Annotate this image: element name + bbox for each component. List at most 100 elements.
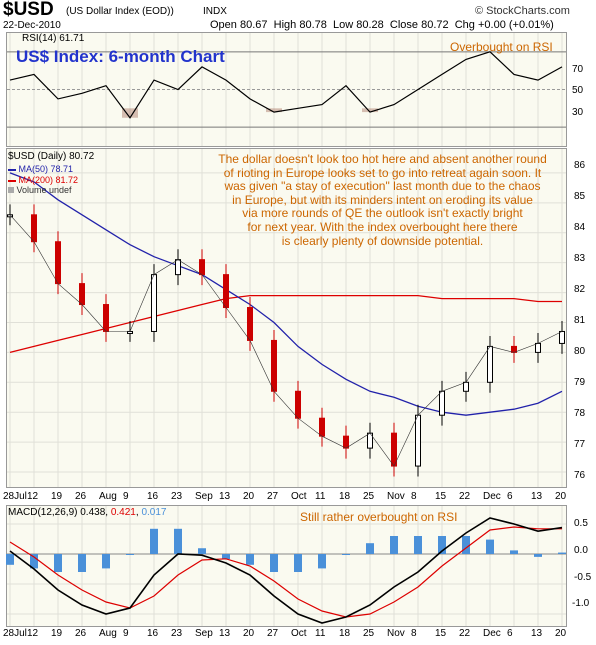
price-candle [463,381,469,392]
x-axis-label: 26 [75,628,87,639]
high-label: High [273,19,297,31]
price-tick: 84 [574,222,586,233]
annotation-line: of rioting in Europe looks set to go int… [223,165,542,180]
annotation-line: is clearly plenty of downside potential. [281,233,484,248]
x-axis-label: 6 [507,628,513,639]
price-candle [535,342,541,353]
price-legend-title: $USD (Daily) 80.72 [8,151,95,162]
macd-histogram-bar [126,554,134,555]
macd-tick: 0.0 [574,545,588,556]
macd-histogram-bar [438,536,446,554]
annotation-line: was given "a stay of execution" last mon… [224,179,541,194]
macd-histogram-bar [174,528,182,554]
ma200-label: MA(200) 81.72 [18,175,79,185]
date: 22-Dec-2010 [3,20,61,31]
x-axis-label: 25 [363,628,375,639]
x-axis-label: 15 [435,628,447,639]
x-axis-label: 28Jul [3,491,27,502]
x-axis-label: 9 [123,628,129,639]
ma50-label: MA(50) 78.71 [18,164,74,174]
x-axis-label: Nov [387,491,405,502]
x-axis-label: 12 [27,628,39,639]
rsi-tick-30: 30 [572,107,584,118]
x-axis-label: Aug [99,491,117,502]
x-axis-label: 16 [147,628,159,639]
annotation-line: The dollar doesn't look too hot here and… [218,152,547,166]
price-candle [199,259,205,276]
macd-v1: 0.438 [80,507,106,518]
price-tick: 82 [574,284,586,295]
ma200-legend: MA(200) 81.72 [8,175,78,185]
chg-value: +0.00 (+0.01%) [477,19,554,31]
price-panel [6,148,567,488]
high-value: 80.78 [299,19,327,31]
x-axis-label: 27 [267,628,279,639]
x-axis-label: 23 [171,491,183,502]
macd-signal-line [9,526,562,618]
ma200-swatch [8,179,16,182]
x-axis-label: 8 [411,628,417,639]
price-candle [319,417,325,437]
x-axis-label: 20 [555,628,567,639]
price-tick: 80 [574,346,586,357]
x-axis-label: 8 [411,491,417,502]
x-axis-label: 13 [219,628,231,639]
macd-v2: 0.421 [110,507,136,518]
x-axis-label: Oct [291,491,307,502]
macd-histogram-bar [30,554,38,569]
x-axis-label: Aug [99,628,117,639]
macd-histogram-bar [78,554,86,572]
price-candle [559,330,565,344]
x-axis-label: 20 [243,491,255,502]
macd-histogram-bar [534,554,542,557]
price-tick: 77 [574,439,586,450]
macd-note: Still rather overbought on RSI [300,510,458,524]
price-candle [247,307,253,341]
x-axis-label: 22 [459,491,471,502]
macd-panel [6,505,567,627]
quote-line: Open 80.67 High 80.78 Low 80.28 Close 80… [210,19,554,31]
macd-histogram-bar [294,554,302,572]
price-candle [343,435,349,449]
x-axis-label: 13 [219,491,231,502]
annotation-line: via more rounds of QE the outlook isn't … [242,206,523,221]
x-axis-label: 6 [507,491,513,502]
rsi-oversold-fill [122,108,138,118]
x-axis-label: Sep [195,491,213,502]
price-candle [271,339,277,392]
x-axis-label: 11 [315,491,326,502]
x-axis-label: 13 [531,628,543,639]
chart-title: US$ Index: 6-month Chart [16,47,225,66]
x-axis-label: 9 [123,491,129,502]
macd-histogram-bar [6,554,14,565]
annotation-line: for next year. With the index overbought… [247,219,518,234]
low-label: Low [332,19,354,31]
x-axis-label: 13 [531,491,543,502]
macd-histogram-bar [54,554,62,572]
price-candle [103,304,109,332]
price-tick: 86 [574,160,586,171]
volume-legend: Volume undef [8,185,72,195]
macd-line [9,517,563,624]
price-tick: 79 [574,377,586,388]
macd-histogram-bar [222,554,230,560]
macd-legend: MACD(12,26,9) 0.438, 0.421, 0.017 [8,507,167,518]
x-axis-label: 22 [459,628,471,639]
price-candle [223,274,229,309]
price-candle [151,274,157,332]
copyright: © StockCharts.com [475,5,570,17]
price-close-line [9,214,563,467]
price-candle [487,345,493,383]
macd-histogram-bar [150,528,158,554]
rsi-note: Overbought on RSI [450,40,553,54]
annotation-line: in Europe, but with its minders intent o… [232,192,533,207]
symbol: $USD [3,0,54,20]
macd-histogram-bar [390,536,398,554]
x-axis-label: 25 [363,491,375,502]
x-axis-label: 23 [171,628,183,639]
price-tick: 76 [574,470,586,481]
chg-label: Chg [454,19,475,31]
ma50-swatch [8,168,16,171]
macd-tick: -1.0 [572,598,590,609]
close-value: 80.72 [421,19,449,31]
